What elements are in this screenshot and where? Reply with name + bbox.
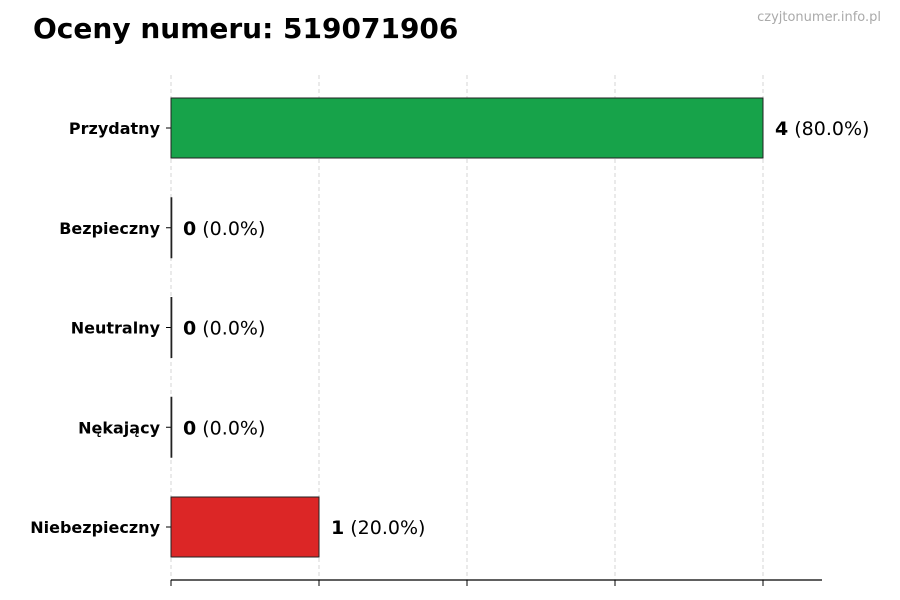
value-label: 1 (20.0%) <box>331 517 425 539</box>
value-count: 4 <box>775 118 788 140</box>
category-label: Przydatny <box>69 119 161 138</box>
value-percent: (20.0%) <box>344 517 425 539</box>
bar <box>170 97 764 159</box>
category-label: Bezpieczny <box>59 219 160 238</box>
value-percent: (0.0%) <box>196 318 265 340</box>
category-label: Neutralny <box>71 319 161 338</box>
value-label: 0 (0.0%) <box>183 318 265 340</box>
bar <box>170 197 173 259</box>
chart-title: Oceny numeru: 519071906 <box>33 12 459 45</box>
bar <box>170 396 173 458</box>
value-count: 0 <box>183 417 196 439</box>
category-label: Nękający <box>78 418 160 437</box>
watermark: czyjtonumer.info.pl <box>757 10 881 25</box>
bar <box>170 297 173 358</box>
value-label: 0 (0.0%) <box>183 417 265 439</box>
value-count: 1 <box>331 517 344 539</box>
value-count: 0 <box>183 318 196 340</box>
value-percent: (80.0%) <box>788 118 869 140</box>
bar <box>170 496 320 558</box>
value-percent: (0.0%) <box>196 417 265 439</box>
value-percent: (0.0%) <box>196 218 265 240</box>
category-label: Niebezpieczny <box>30 518 160 537</box>
value-label: 4 (80.0%) <box>775 118 869 140</box>
value-count: 0 <box>183 218 196 240</box>
value-label: 0 (0.0%) <box>183 218 265 240</box>
